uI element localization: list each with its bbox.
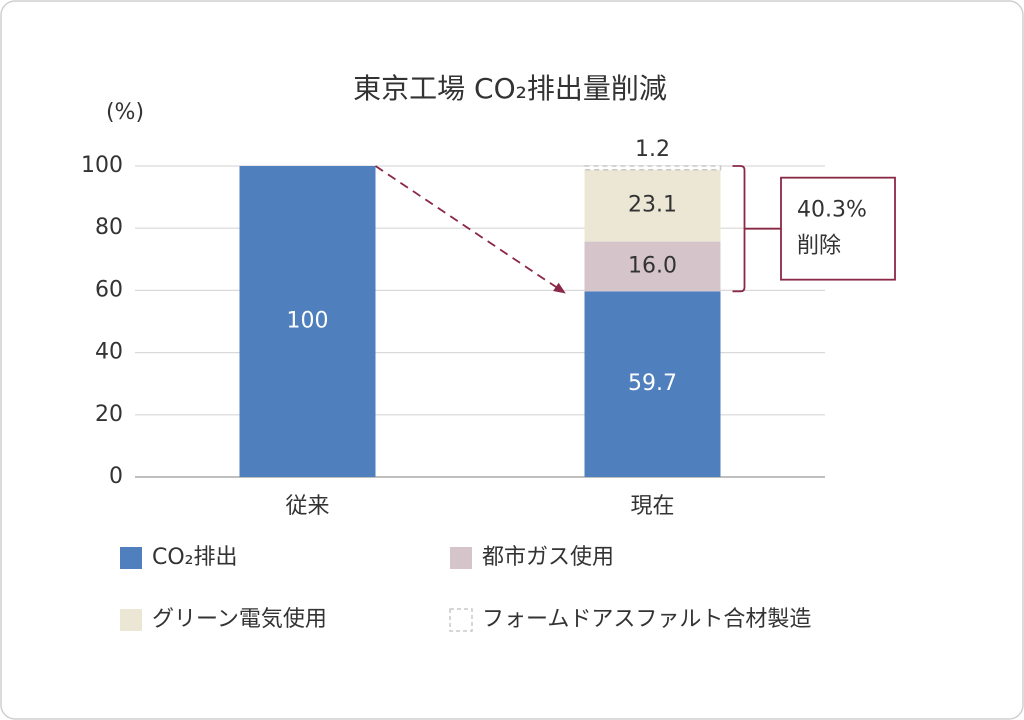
bracket [732,165,781,293]
data-label: 23.1 [628,193,677,218]
y-tick-label: 80 [95,215,123,240]
y-tick-label: 100 [81,153,123,178]
legend-swatch [120,547,142,569]
legend-swatch [120,609,142,631]
legend-swatch [450,547,472,569]
trend-arrow [553,282,566,294]
y-tick-label: 60 [95,277,123,302]
annotation-box [780,176,896,281]
bar-segment [239,166,376,477]
bar-segment [583,165,722,171]
bar-segment [584,169,721,242]
legend-label: フォームドアスファルト合材製造 [482,607,811,632]
data-label: 100 [287,309,329,334]
y-tick-label: 20 [95,402,123,427]
legend-label: 都市ガス使用 [482,545,614,570]
chart-title: 東京工場 CO₂排出量削減 [353,72,667,105]
annotation-text: 40.3% [797,198,867,223]
data-label: 59.7 [628,371,677,396]
y-axis-label: (%) [106,100,144,125]
legend-label: グリーン電気使用 [152,607,327,632]
x-tick-label: 現在 [630,494,674,519]
y-tick-label: 0 [109,464,123,489]
x-tick-label: 従来 [285,494,329,519]
legend-swatch [449,608,473,632]
trend-line [374,165,564,293]
bar-segment [584,241,721,292]
legend-label: CO₂排出 [152,545,238,570]
data-label: 1.2 [635,137,670,162]
y-tick-label: 40 [95,340,123,365]
data-label: 16.0 [628,253,677,278]
annotation-text: 削除 [797,234,841,259]
bar-segment [584,291,721,477]
